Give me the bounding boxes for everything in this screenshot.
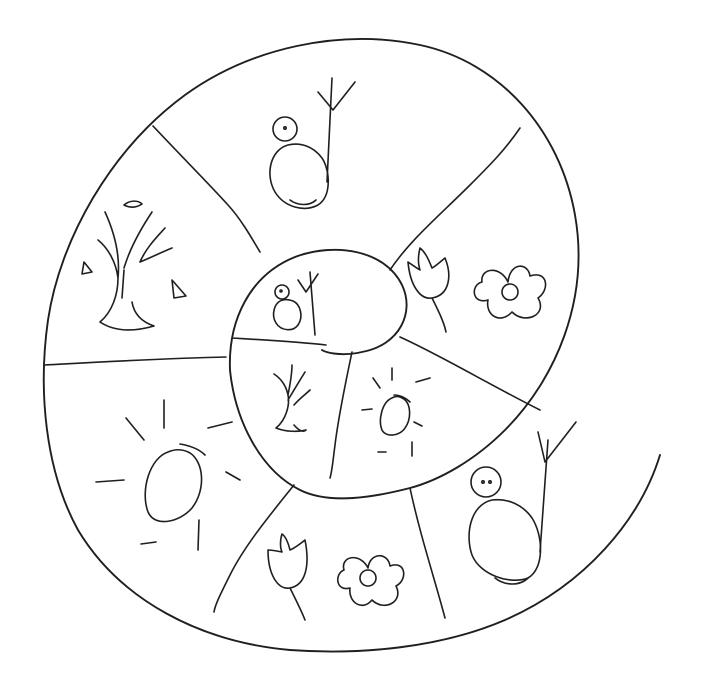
person-with-branch-icon xyxy=(269,77,356,209)
divider-sun-tree xyxy=(44,356,227,366)
tulip-and-flower-icon xyxy=(267,533,405,621)
tree-with-falling-leaves-icon xyxy=(81,200,187,331)
divider-flowers-person2 xyxy=(399,336,541,411)
sun-icon xyxy=(95,399,241,551)
inner-divider-horizontal xyxy=(231,337,327,346)
divider-flowers2-sun xyxy=(213,484,295,613)
tulip-and-flower-icon xyxy=(407,247,547,333)
divider-tree-person xyxy=(152,125,261,253)
person-with-branch-icon xyxy=(468,421,577,585)
divider-person2-flowers2 xyxy=(409,487,446,619)
bare-tree-icon xyxy=(273,364,311,433)
person-with-branch-icon xyxy=(272,271,319,336)
inner-divider-lower xyxy=(329,351,353,479)
sun-icon xyxy=(361,367,431,457)
spiral-outer-curve xyxy=(42,38,661,653)
divider-person-flowers xyxy=(389,127,521,271)
